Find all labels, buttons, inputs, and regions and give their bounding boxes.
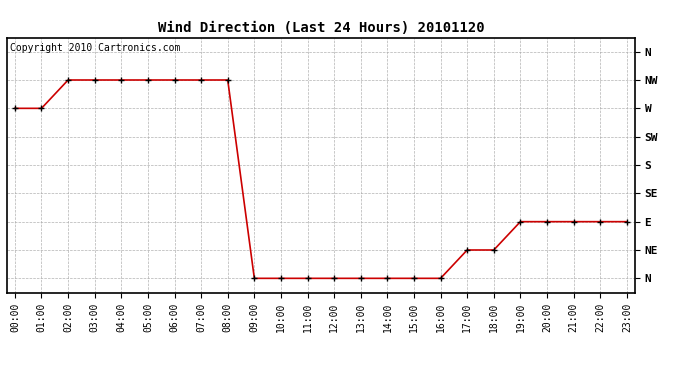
Title: Wind Direction (Last 24 Hours) 20101120: Wind Direction (Last 24 Hours) 20101120: [157, 21, 484, 35]
Text: Copyright 2010 Cartronics.com: Copyright 2010 Cartronics.com: [10, 43, 180, 52]
